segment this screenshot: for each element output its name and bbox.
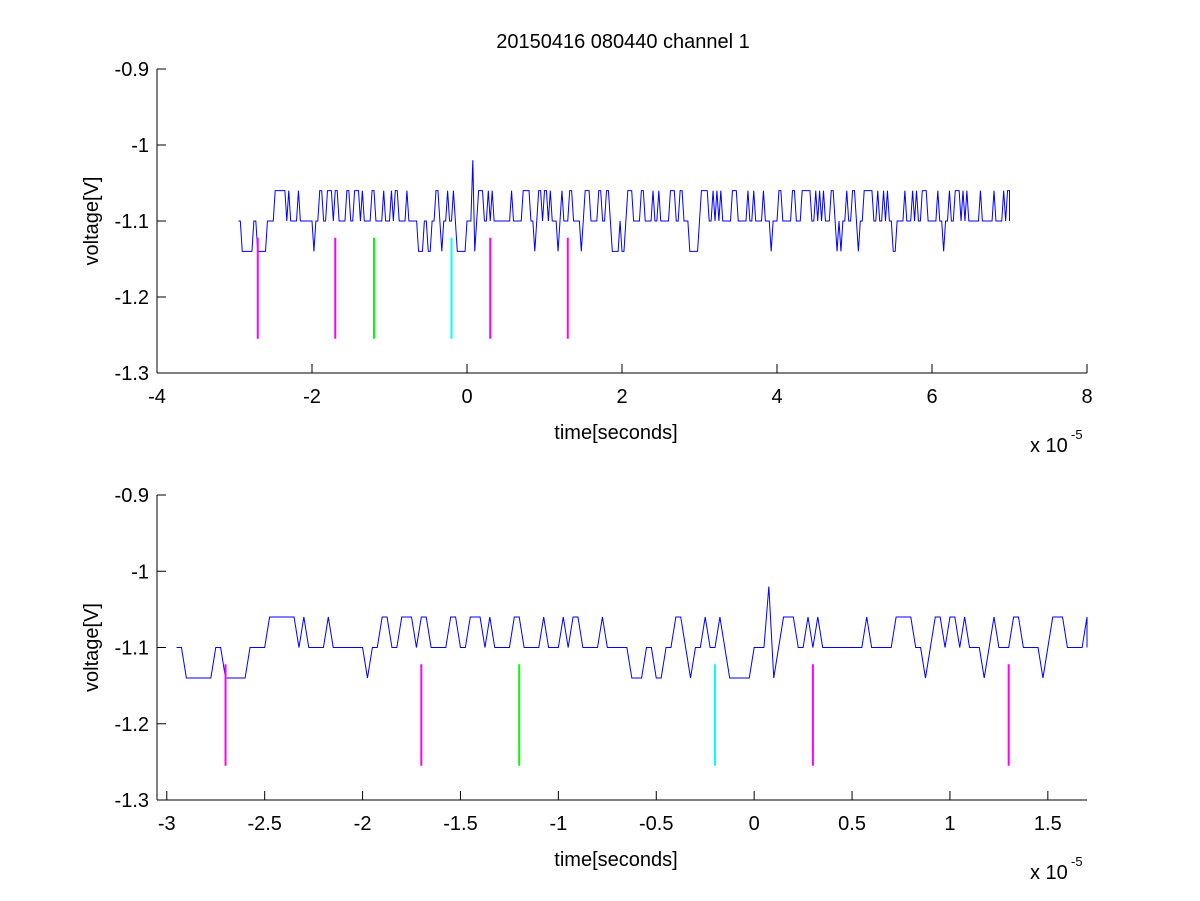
x-tick-label: -1 xyxy=(549,813,567,835)
signal-trace xyxy=(176,586,1088,679)
x-axis-label: time[seconds] xyxy=(554,422,677,444)
y-tick-label: -0.9 xyxy=(115,485,149,507)
x-multiplier-label: x 10 xyxy=(1030,862,1068,884)
x-tick-label: -2 xyxy=(354,813,372,835)
x-tick-label: -0.5 xyxy=(639,813,673,835)
bottom-plot: -1.3 -1.2 -1.1 -1 -0.9 -3 -2.5 -2 -1.5 -1 -0.5 0 0.5… xyxy=(81,485,1088,884)
x-tick-label: 0 xyxy=(461,386,472,408)
y-axis-label: voltage[V] xyxy=(81,603,103,692)
y-tick-label: -1.1 xyxy=(115,211,149,233)
x-tick-label: 1.5 xyxy=(1034,813,1062,835)
y-tick-label: -1.2 xyxy=(115,287,149,309)
x-tick-label: 1 xyxy=(944,813,955,835)
x-axis-label: time[seconds] xyxy=(554,849,677,871)
x-tick-label: 0.5 xyxy=(838,813,866,835)
y-tick-label: -0.9 xyxy=(115,59,149,81)
y-tick-label: -1 xyxy=(131,561,149,583)
x-multiplier-exponent: -5 xyxy=(1071,427,1083,442)
x-tick-label: -2 xyxy=(303,386,321,408)
signal-trace xyxy=(238,160,1010,252)
x-tick-label: -4 xyxy=(148,386,166,408)
x-tick-label: 0 xyxy=(749,813,760,835)
x-multiplier-exponent: -5 xyxy=(1071,854,1083,869)
x-tick-label: -1.5 xyxy=(443,813,477,835)
y-tick-label: -1.1 xyxy=(115,638,149,660)
y-tick-label: -1.3 xyxy=(115,363,149,385)
figure-title: 20150416 080440 channel 1 xyxy=(496,31,750,53)
x-tick-label: -3 xyxy=(158,813,176,835)
x-tick-label: 4 xyxy=(771,386,782,408)
y-axis-label: voltage[V] xyxy=(81,177,103,266)
x-tick-label: 8 xyxy=(1081,386,1092,408)
x-tick-label: 6 xyxy=(926,386,937,408)
y-tick-label: -1.2 xyxy=(115,714,149,736)
x-multiplier-label: x 10 xyxy=(1030,435,1068,457)
x-tick-label: -2.5 xyxy=(247,813,281,835)
top-plot: -1.3 -1.2 -1.1 -1 -0.9 -4 -2 0 2 4 6 8 time[seconds]… xyxy=(81,59,1093,457)
y-tick-label: -1.3 xyxy=(115,790,149,812)
x-tick-label: 2 xyxy=(616,386,627,408)
y-tick-label: -1 xyxy=(131,135,149,157)
